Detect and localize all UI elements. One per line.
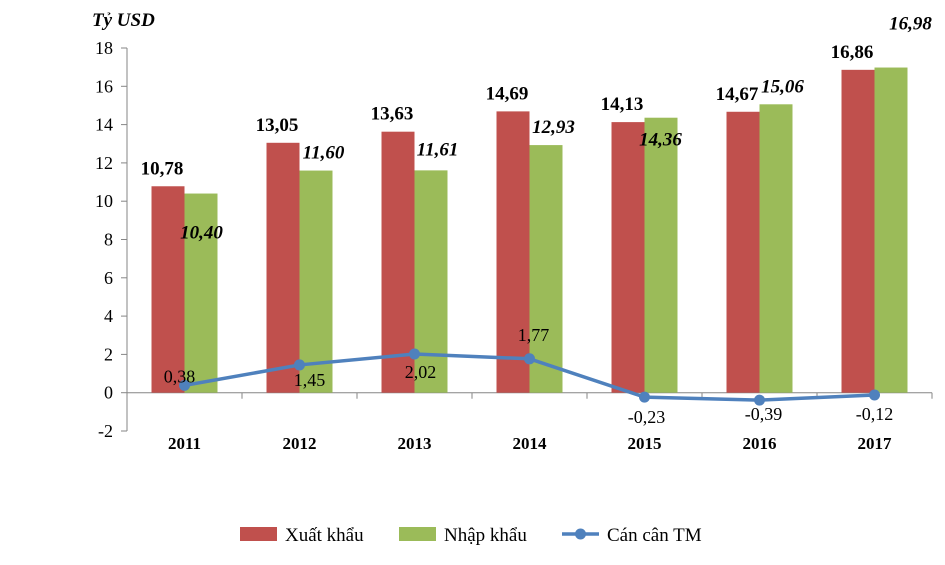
import-bar — [299, 170, 333, 393]
import-bar — [644, 117, 678, 393]
y-tick-label: 8 — [104, 230, 113, 250]
export-bar — [496, 111, 530, 393]
import-bar — [529, 145, 563, 393]
y-tick-label: 2 — [104, 344, 113, 364]
legend-label-balance: Cán cân TM — [607, 525, 702, 546]
trade-balance-point — [409, 348, 420, 360]
import-bar — [759, 104, 793, 393]
export-value-label: 14,69 — [486, 83, 529, 104]
y-tick-label: 6 — [104, 268, 113, 288]
legend-marker-balance — [575, 528, 586, 540]
import-bar — [184, 193, 218, 393]
import-bar — [874, 67, 908, 393]
x-tick-label: 2017 — [858, 434, 893, 453]
import-value-label: 15,06 — [761, 76, 804, 97]
export-bar — [841, 69, 875, 393]
trade-balance-point — [869, 389, 880, 401]
legend-swatch-export — [240, 527, 277, 541]
import-value-label: 11,61 — [417, 139, 459, 160]
export-value-label: 16,86 — [831, 42, 874, 63]
x-tick-label: 2012 — [283, 434, 317, 453]
import-value-label: 10,40 — [180, 223, 223, 244]
trade-balance-point — [524, 353, 535, 365]
trade-balance-value-label: -0,39 — [745, 404, 783, 424]
export-value-label: 13,05 — [256, 115, 299, 136]
import-value-label: 14,36 — [639, 130, 682, 151]
y-tick-label: 10 — [95, 191, 113, 211]
data-labels: 10,78 13,05 13,63 14,69 14,13 14,67 16,86 10,40… — [141, 14, 933, 428]
trade-balance-value-label: 1,45 — [294, 370, 326, 390]
export-value-label: 10,78 — [141, 158, 184, 179]
legend-label-import: Nhập khẩu — [444, 525, 527, 546]
export-value-label: 13,63 — [371, 104, 414, 125]
trade-balance-value-label: 1,77 — [518, 325, 550, 345]
y-tick-label: 14 — [95, 115, 113, 135]
trade-balance-point — [754, 394, 765, 406]
legend-swatch-import — [399, 527, 436, 541]
y-tick-label: 4 — [104, 306, 113, 326]
export-value-label: 14,13 — [601, 94, 644, 115]
trade-balance-value-label: -0,12 — [856, 404, 894, 424]
export-bar — [726, 111, 760, 393]
trade-balance-point — [294, 359, 305, 371]
x-tick-label: 2015 — [628, 434, 662, 453]
export-value-label: 14,67 — [716, 84, 759, 105]
export-bar — [611, 122, 645, 393]
y-tick-label: 16 — [95, 76, 113, 96]
trade-balance-point — [179, 379, 190, 391]
import-bar — [414, 170, 448, 393]
y-tick-label: 12 — [95, 153, 113, 173]
legend-label-export: Xuất khẩu — [285, 525, 364, 546]
export-bar — [151, 186, 185, 393]
legend: Xuất khẩu Nhập khẩu Cán cân TM — [240, 525, 702, 546]
y-tick-label: 0 — [104, 383, 113, 403]
trade-balance-line — [179, 348, 880, 406]
x-tick-label: 2011 — [168, 434, 201, 453]
import-value-label: 16,98 — [889, 14, 932, 35]
trade-balance-value-label: -0,23 — [628, 407, 666, 427]
y-tick-label: 18 — [95, 38, 113, 58]
trade-balance-value-label: 2,02 — [405, 362, 437, 382]
x-tick-label: 2014 — [513, 434, 548, 453]
x-tick-label: 2016 — [743, 434, 777, 453]
y-tick-label: -2 — [98, 421, 113, 441]
trade-balance-value-label: 0,38 — [164, 366, 196, 386]
import-value-label: 12,93 — [532, 117, 575, 138]
export-bar — [381, 131, 415, 393]
import-value-label: 11,60 — [303, 143, 345, 164]
y-axis-title: Tỷ USD — [92, 10, 155, 31]
x-tick-label: 2013 — [398, 434, 432, 453]
axes: -2 0 2 4 6 8 10 12 14 16 18 2011 2012 2013 2014 2015 201… — [95, 38, 933, 453]
trade-balance-point — [639, 391, 650, 403]
export-bar — [266, 142, 300, 393]
